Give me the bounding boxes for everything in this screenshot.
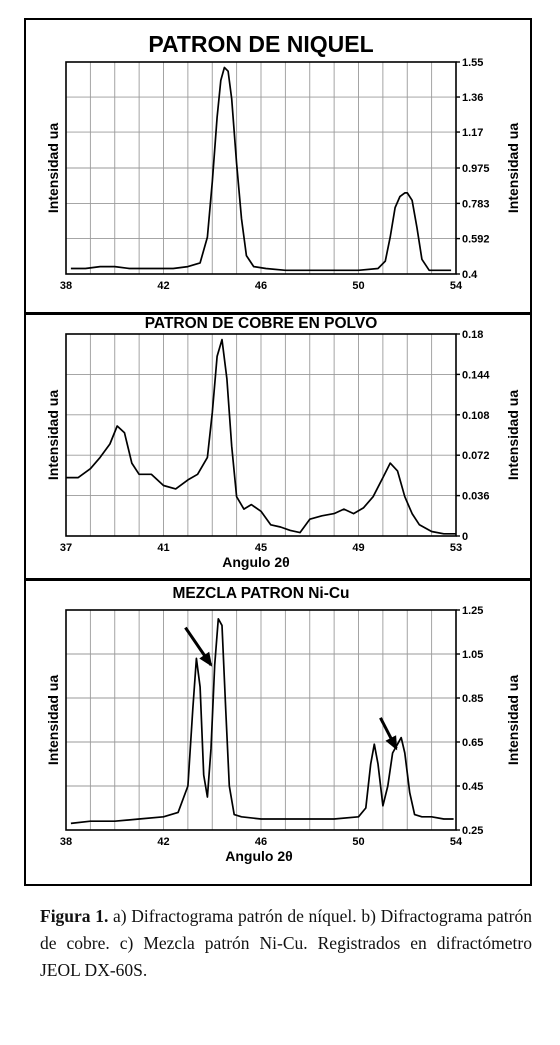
figure-frame (24, 18, 532, 886)
x-tick-label: 54 (450, 836, 463, 848)
annotation-arrow-head (385, 735, 398, 751)
x-tick-label: 42 (157, 280, 169, 292)
plot-area-border (65, 333, 457, 537)
x-tick-label: 54 (450, 280, 463, 292)
x-tick-label: 45 (255, 542, 267, 554)
y-tick-label: 0.18 (462, 329, 483, 341)
chart-title: PATRON DE NIQUEL (148, 31, 373, 57)
plot-area-border (65, 61, 457, 275)
y-tick-label: 0.4 (462, 269, 478, 281)
chart-title: PATRON DE COBRE EN POLVO (145, 315, 378, 332)
y-axis-label-right: Intensidad ua (505, 675, 521, 765)
x-tick-label: 38 (60, 836, 72, 848)
x-tick-label: 42 (157, 836, 169, 848)
y-tick-label: 0.65 (462, 737, 483, 749)
x-tick-label: 50 (352, 836, 364, 848)
y-tick-label: 0.975 (462, 163, 490, 175)
y-tick-label: 1.36 (462, 92, 483, 104)
y-axis-label-left: Intensidad ua (45, 675, 61, 765)
x-tick-label: 53 (450, 542, 462, 554)
y-tick-label: 0.108 (462, 410, 490, 422)
y-tick-label: 1.05 (462, 649, 483, 661)
x-axis-label: Angulo 2θ (225, 848, 292, 864)
caption-label: Figura 1. (40, 906, 109, 926)
y-tick-label: 0.25 (462, 825, 483, 837)
y-tick-label: 0.592 (462, 234, 490, 246)
x-tick-label: 41 (157, 542, 169, 554)
data-series-line (70, 617, 454, 825)
y-tick-label: 0.072 (462, 450, 490, 462)
panel-separator (24, 312, 532, 315)
y-tick-label: 0 (462, 531, 468, 543)
y-axis-label-right: Intensidad ua (505, 123, 521, 213)
x-tick-label: 50 (352, 280, 364, 292)
y-tick-label: 1.17 (462, 127, 483, 139)
y-tick-label: 0.144 (462, 369, 490, 381)
chart-panel-copper: PATRON DE COBRE EN POLVO 0.18 0.144 0.108 0.… (45, 315, 521, 570)
y-tick-label: 0.036 (462, 491, 490, 503)
x-axis-label: Angulo 2θ (222, 554, 289, 570)
x-tick-label: 38 (60, 280, 72, 292)
data-series-line (70, 66, 452, 272)
x-tick-label: 46 (255, 280, 267, 292)
y-tick-label: 0.85 (462, 693, 483, 705)
y-tick-label: 1.25 (462, 605, 483, 617)
y-axis-label-left: Intensidad ua (45, 123, 61, 213)
x-tick-label: 49 (352, 542, 364, 554)
data-series-line (66, 338, 456, 535)
caption-text: a) Difractograma patrón de níquel. b) Di… (40, 906, 532, 980)
chart-panel-nickel: PATRON DE NIQUEL 1.55 1.36 1.17 0.975 0.783 0.… (45, 31, 521, 292)
y-axis-label-right: Intensidad ua (505, 390, 521, 480)
x-tick-label: 37 (60, 542, 72, 554)
figure-caption: Figura 1. a) Difractograma patrón de níq… (40, 903, 532, 984)
chart-panel-ni-cu-mixture: MEZCLA PATRON Ni-Cu 1.25 1.05 0.85 0.65 0.45 0… (45, 585, 521, 864)
y-axis-label-left: Intensidad ua (45, 390, 61, 480)
y-tick-label: 0.783 (462, 198, 490, 210)
panel-separator (24, 578, 532, 581)
x-tick-label: 46 (255, 836, 267, 848)
y-tick-label: 0.45 (462, 781, 483, 793)
y-tick-label: 1.55 (462, 57, 483, 69)
annotation-arrow-head (199, 651, 213, 667)
chart-title: MEZCLA PATRON Ni-Cu (172, 585, 349, 602)
plot-area-border (65, 609, 457, 831)
